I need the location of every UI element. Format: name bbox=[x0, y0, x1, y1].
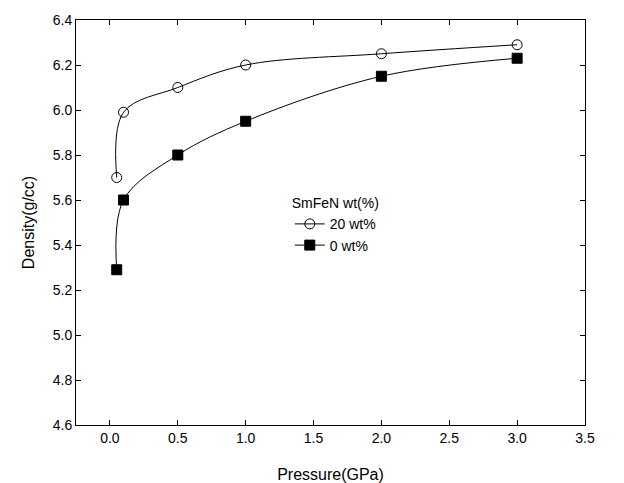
svg-text:5.2: 5.2 bbox=[53, 282, 73, 298]
svg-text:5.4: 5.4 bbox=[53, 237, 73, 253]
svg-text:1.0: 1.0 bbox=[236, 430, 256, 446]
svg-text:5.6: 5.6 bbox=[53, 192, 73, 208]
svg-text:6.4: 6.4 bbox=[53, 12, 73, 28]
svg-text:3.5: 3.5 bbox=[575, 430, 595, 446]
svg-text:6.0: 6.0 bbox=[53, 102, 73, 118]
svg-text:SmFeN wt(%): SmFeN wt(%) bbox=[292, 195, 379, 211]
svg-text:Density(g/cc): Density(g/cc) bbox=[20, 176, 37, 269]
svg-text:2.0: 2.0 bbox=[372, 430, 392, 446]
svg-text:Pressure(GPa): Pressure(GPa) bbox=[277, 466, 384, 483]
svg-text:0.0: 0.0 bbox=[100, 430, 120, 446]
svg-text:3.0: 3.0 bbox=[507, 430, 527, 446]
svg-text:4.6: 4.6 bbox=[53, 417, 73, 433]
svg-text:0.5: 0.5 bbox=[168, 430, 188, 446]
svg-text:20 wt%: 20 wt% bbox=[330, 216, 376, 232]
svg-text:6.2: 6.2 bbox=[53, 57, 73, 73]
svg-text:5.8: 5.8 bbox=[53, 147, 73, 163]
svg-text:2.5: 2.5 bbox=[440, 430, 460, 446]
svg-text:4.8: 4.8 bbox=[53, 372, 73, 388]
svg-text:5.0: 5.0 bbox=[53, 327, 73, 343]
svg-text:0 wt%: 0 wt% bbox=[330, 238, 368, 254]
svg-text:1.5: 1.5 bbox=[304, 430, 324, 446]
